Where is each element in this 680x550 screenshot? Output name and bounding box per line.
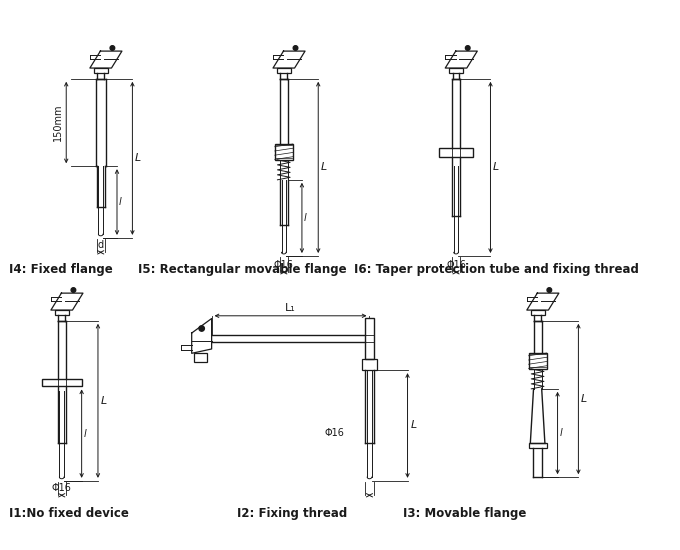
Bar (439, 148, 473, 157)
Text: L: L (135, 153, 141, 163)
Bar (275, 144, 293, 160)
Text: l: l (84, 428, 86, 439)
Text: L: L (493, 162, 499, 172)
Text: 150mm: 150mm (52, 104, 63, 141)
Text: Φ16: Φ16 (324, 428, 345, 438)
Text: I5: Rectangular movable flange: I5: Rectangular movable flange (139, 262, 347, 276)
Bar (528, 353, 547, 369)
Bar (449, 68, 463, 73)
Text: L: L (581, 394, 588, 404)
Circle shape (547, 288, 551, 293)
Text: Φ16: Φ16 (446, 261, 466, 271)
Text: L: L (101, 396, 107, 406)
Bar (277, 68, 291, 73)
Text: d: d (98, 240, 104, 250)
Bar (41, 379, 82, 387)
Text: Φ16: Φ16 (274, 261, 294, 271)
Bar (55, 310, 69, 315)
Text: l: l (560, 428, 562, 438)
Text: L: L (321, 162, 327, 172)
Bar (530, 310, 545, 315)
Circle shape (293, 46, 298, 50)
Text: I3: Movable flange: I3: Movable flange (403, 507, 527, 520)
Circle shape (199, 326, 205, 331)
Text: I2: Fixing thread: I2: Fixing thread (237, 507, 347, 520)
Bar (528, 443, 547, 448)
Text: l: l (119, 197, 122, 207)
Bar (362, 359, 377, 370)
Text: I6: Taper protection tube and fixing thread: I6: Taper protection tube and fixing thr… (354, 262, 639, 276)
Text: I4: Fixed flange: I4: Fixed flange (9, 262, 113, 276)
Circle shape (71, 288, 75, 293)
Text: I1:No fixed device: I1:No fixed device (9, 507, 129, 520)
Text: Φ16: Φ16 (52, 483, 71, 493)
Text: L₁: L₁ (285, 303, 296, 313)
Bar (94, 68, 107, 73)
Circle shape (465, 46, 470, 50)
Text: l: l (304, 213, 307, 223)
Bar (194, 353, 207, 362)
Circle shape (110, 46, 115, 50)
Text: L: L (410, 421, 416, 431)
Bar (365, 317, 373, 359)
